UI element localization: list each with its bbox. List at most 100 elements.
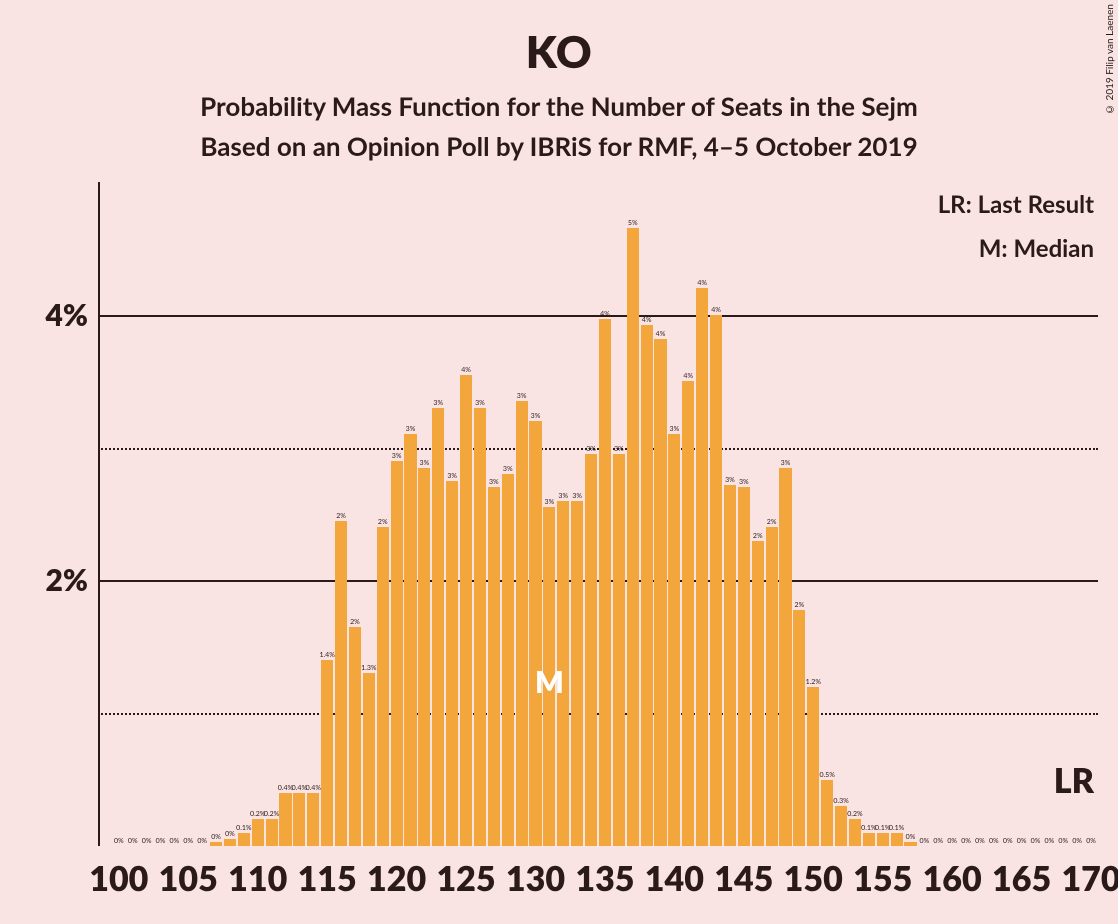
x-axis-label: 130: [506, 858, 565, 899]
bar-value-label: 3%: [670, 425, 680, 433]
bar-value-label: 0%: [114, 837, 124, 845]
bar: 0.1%: [877, 833, 889, 846]
bar-value-label: 0%: [961, 837, 971, 845]
chart-subtitle-2: Based on an Opinion Poll by IBRiS for RM…: [0, 130, 1118, 162]
bar-value-label: 0%: [975, 837, 985, 845]
bar-value-label: 2%: [753, 532, 763, 540]
bar-value-label: 4%: [600, 310, 610, 318]
bar: 4%: [710, 315, 722, 846]
bar-value-label: 4%: [656, 330, 666, 338]
bar: 4%: [682, 381, 694, 846]
bar: 3%: [446, 481, 458, 846]
bar-value-label: 0%: [128, 837, 138, 845]
bar: 2%: [793, 610, 805, 846]
x-axis-label: 110: [228, 858, 287, 899]
bar-value-label: 3%: [545, 498, 555, 506]
bar: 1.4%: [321, 660, 333, 846]
bar: 3%: [738, 487, 750, 846]
bar-value-label: 0%: [1058, 837, 1068, 845]
bar-value-label: 2%: [336, 512, 346, 520]
median-marker: M: [535, 664, 564, 700]
bar-value-label: 3%: [781, 459, 791, 467]
bar: 3%: [502, 474, 514, 846]
bar: 3%: [516, 401, 528, 846]
bar: 4%: [460, 375, 472, 846]
bar: 3%: [432, 408, 444, 846]
bar-value-label: 5%: [628, 219, 638, 227]
x-axis-label: 160: [923, 858, 982, 899]
bar: 1.3%: [363, 673, 375, 846]
bar-value-label: 2%: [378, 518, 388, 526]
y-axis-label: 4%: [26, 297, 88, 333]
x-axis-label: 105: [159, 858, 218, 899]
bar-value-label: 0.3%: [833, 797, 848, 805]
bar-value-label: 0.2%: [847, 810, 862, 818]
bar: 3%: [488, 487, 500, 846]
bar-value-label: 3%: [447, 472, 457, 480]
bar-value-label: 3%: [586, 445, 596, 453]
bar-value-label: 0%: [142, 837, 152, 845]
bar-value-label: 3%: [475, 399, 485, 407]
bar-value-label: 4%: [711, 306, 721, 314]
x-axis-label: 150: [784, 858, 843, 899]
bar: 0.1%: [891, 833, 903, 846]
bar-value-label: 2%: [767, 518, 777, 526]
bar: 3%: [391, 461, 403, 846]
bar: 2%: [766, 527, 778, 846]
bar-value-label: 1.2%: [806, 678, 821, 686]
bar: 0.4%: [279, 793, 291, 846]
bar: 3%: [474, 408, 486, 846]
bar-value-label: 3%: [503, 465, 513, 473]
bar-value-label: 3%: [517, 392, 527, 400]
bar-value-label: 0%: [183, 837, 193, 845]
bar-value-label: 4%: [683, 372, 693, 380]
copyright-text: © 2019 Filip van Laenen: [1104, 4, 1116, 115]
x-axis-label: 115: [298, 858, 357, 899]
bar: 0.2%: [266, 819, 278, 846]
bar-value-label: 0%: [906, 833, 916, 841]
bar: 3%: [404, 434, 416, 846]
bar: 0.2%: [252, 819, 264, 846]
x-axis-label: 145: [714, 858, 773, 899]
bar: 0.2%: [849, 819, 861, 846]
bar-value-label: 0%: [211, 833, 221, 841]
chart-subtitle-1: Probability Mass Function for the Number…: [0, 90, 1118, 122]
bar-value-label: 0.1%: [236, 824, 251, 832]
x-axis-label: 155: [853, 858, 912, 899]
bar-value-label: 0%: [1017, 837, 1027, 845]
bar-value-label: 2%: [795, 601, 805, 609]
bar: 0.1%: [863, 833, 875, 846]
bar: 3%: [418, 468, 430, 846]
bar-value-label: 3%: [572, 492, 582, 500]
bar-value-label: 0%: [1003, 837, 1013, 845]
bar: 2%: [377, 527, 389, 846]
bars-container: 0%0%0%0%0%0%0%0%0%0.1%0.2%0.2%0.4%0.4%0.…: [98, 182, 1098, 846]
bar-value-label: 0%: [1086, 837, 1096, 845]
bar-value-label: 0%: [947, 837, 957, 845]
bar-value-label: 3%: [392, 452, 402, 460]
bar: 3%: [668, 434, 680, 846]
bar: 4%: [696, 288, 708, 846]
bar-value-label: 3%: [531, 412, 541, 420]
x-axis-label: 125: [436, 858, 495, 899]
bar-value-label: 3%: [433, 399, 443, 407]
bar-value-label: 0%: [1031, 837, 1041, 845]
bar-value-label: 1.3%: [361, 664, 376, 672]
last-result-marker: LR: [1054, 760, 1094, 801]
chart-plot-area: 2%4% 0%0%0%0%0%0%0%0%0%0.1%0.2%0.2%0.4%0…: [98, 182, 1098, 846]
bar-value-label: 3%: [614, 445, 624, 453]
bar: 4%: [641, 325, 653, 846]
bar: 3%: [571, 501, 583, 846]
bar-value-label: 0.1%: [889, 824, 904, 832]
bar: 4%: [654, 339, 666, 846]
bar: 0.1%: [238, 833, 250, 846]
bar-value-label: 0%: [170, 837, 180, 845]
bar: 0.3%: [835, 806, 847, 846]
bar: 0.4%: [307, 793, 319, 846]
bar-value-label: 0.4%: [306, 784, 321, 792]
bar: 3%: [724, 485, 736, 846]
bar-value-label: 4%: [697, 279, 707, 287]
bar: 1.2%: [807, 687, 819, 846]
x-axis-label: 170: [1061, 858, 1118, 899]
bar-value-label: 3%: [420, 459, 430, 467]
